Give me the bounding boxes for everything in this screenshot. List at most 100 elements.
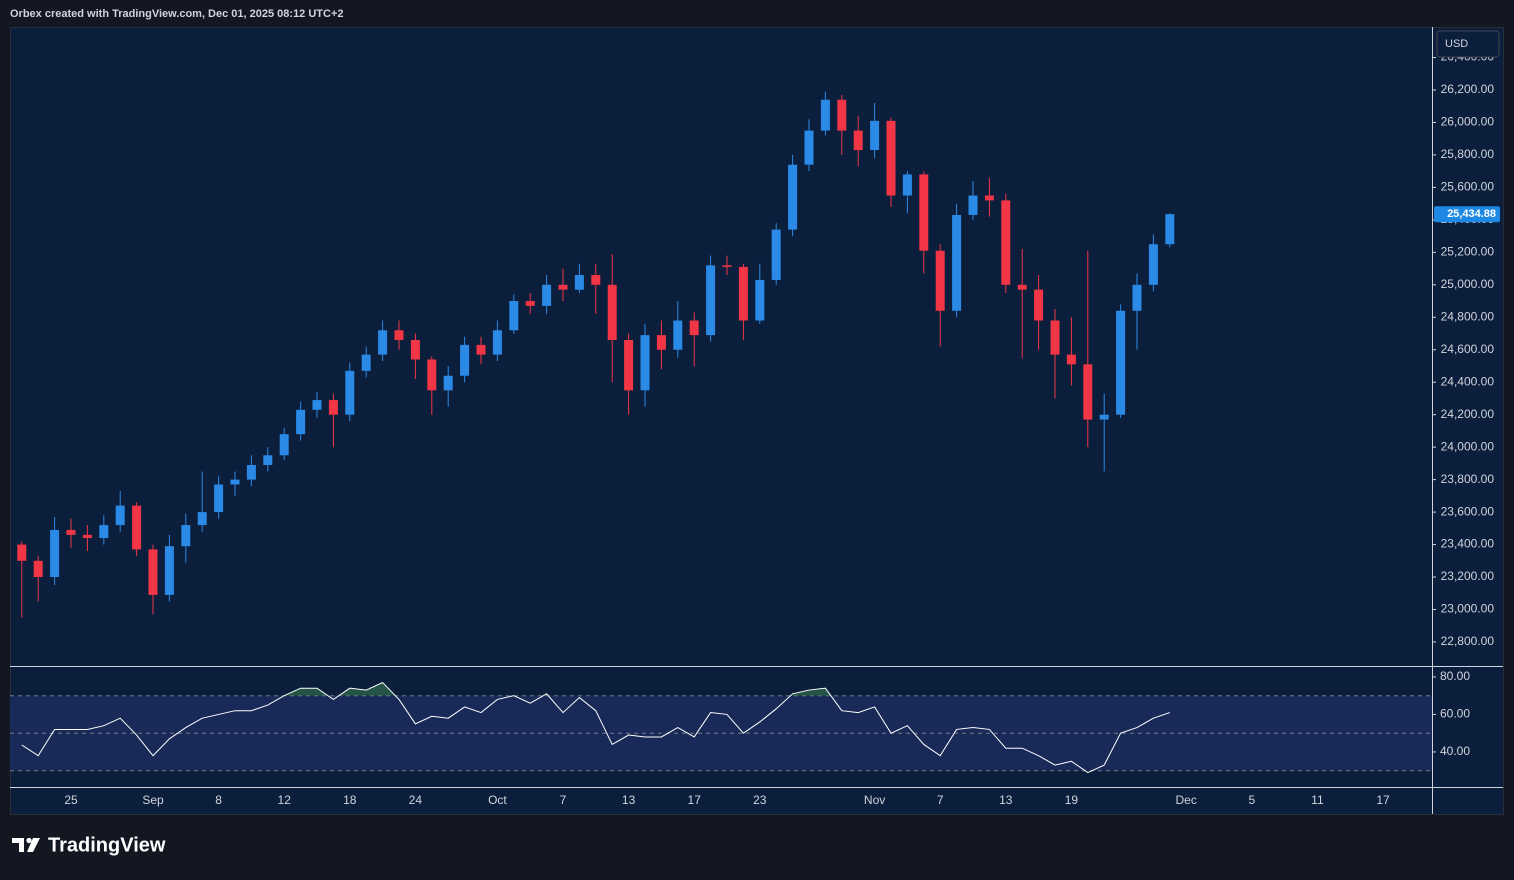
candle-body [853,130,863,151]
candle-body [1165,214,1175,245]
candle-body [722,265,732,267]
rsi-line [21,681,1170,774]
candle-body [1050,320,1060,355]
candle-body [148,549,158,595]
candle-body [755,279,765,321]
candle-body [820,99,830,131]
x-tick-label: 12 [278,793,292,807]
candle-body [164,546,174,595]
axes: 22,800.00 23,000.00 23,200.00 23,400.00 23,6… [64,50,1500,807]
candle-body [427,359,437,391]
currency-label[interactable]: USD [1445,38,1468,50]
candle-body [82,534,92,539]
y-tick-label: 24,000.00 [1441,439,1495,453]
y-tick-label: 22,800.00 [1441,634,1495,648]
candle-body [1034,289,1044,321]
candle-body [574,275,584,290]
rsi-pane [10,681,1432,774]
candle-body [509,301,519,331]
candle-body [361,354,371,371]
candle-body [706,265,716,336]
candle-body [968,195,978,215]
candle-body [738,266,748,321]
candle-body [394,330,404,341]
candle-body [804,130,814,165]
y-tick-label: 23,200.00 [1441,569,1495,583]
x-tick-label: 23 [753,793,767,807]
candle-body [492,330,502,355]
y-tick-label: 23,000.00 [1441,602,1495,616]
x-tick-label: 19 [1065,793,1079,807]
candle-body [296,409,306,435]
candle-body [952,214,962,311]
candle-body [476,344,486,355]
candle-body [624,340,634,391]
currency-button[interactable] [1436,30,1500,58]
y-tick-label: 23,600.00 [1441,504,1495,518]
x-tick-label: 8 [215,793,222,807]
candle-body [525,301,535,306]
candle-body [788,164,798,230]
x-tick-label: 5 [1248,793,1255,807]
candle-body [689,320,699,336]
brand-logo [12,837,40,852]
candle-body [1017,284,1027,290]
candle-body [345,370,355,415]
x-tick-label: 25 [64,793,78,807]
x-tick-label: Dec [1176,793,1197,807]
x-tick-label: 17 [1376,793,1390,807]
y-tick-label: 25,800.00 [1441,147,1495,161]
candle-body [279,434,289,456]
candle-body [410,340,420,360]
candle-body [99,525,109,539]
candle-body [919,174,929,251]
candle-body [132,505,142,550]
candle-body [870,120,880,151]
candle-body [1116,310,1126,415]
candle-body [837,99,847,131]
candle-body [378,330,388,355]
y-tick-label: 23,800.00 [1441,472,1495,486]
y-tick-label: 24,400.00 [1441,374,1495,388]
candle-body [17,544,27,561]
candle-body [66,529,76,535]
y-tick-label: 25,000.00 [1441,277,1495,291]
y-tick-label: 24,200.00 [1441,407,1495,421]
y-tick-label: 24,600.00 [1441,342,1495,356]
candle-body [1099,414,1109,420]
x-tick-label: 7 [560,793,567,807]
candle-body [1083,364,1093,420]
x-tick-label: 17 [688,793,702,807]
candle-body [1066,354,1076,365]
price-pane [17,91,1175,618]
candle-body [935,250,945,311]
candle-body [214,484,224,513]
candle-body [1001,200,1011,285]
logo-mark [12,838,24,852]
y-tick-label: 23,400.00 [1441,537,1495,551]
candle-body [640,335,650,391]
logo-mark [26,837,32,844]
x-tick-label: Nov [864,793,885,807]
candle-body [263,455,273,466]
candle-body [558,284,568,290]
y-tick-label: 25,600.00 [1441,180,1495,194]
header-text: Orbex created with TradingView.com, Dec … [10,8,344,20]
candle-body [1148,244,1158,285]
y-tick-label: 60.00 [1440,707,1470,721]
x-tick-label: Sep [142,793,164,807]
logo-mark [27,838,40,852]
x-tick-label: 24 [409,793,423,807]
candle-body [443,375,453,391]
x-tick-label: 7 [937,793,944,807]
y-tick-label: 40.00 [1440,744,1470,758]
y-tick-label: 24,800.00 [1441,309,1495,323]
candle-body [542,284,552,306]
candle-body [115,505,125,526]
x-tick-label: 18 [343,793,357,807]
candle-body [656,335,666,350]
candle-body [50,529,60,578]
y-tick-label: 25,200.00 [1441,245,1495,259]
